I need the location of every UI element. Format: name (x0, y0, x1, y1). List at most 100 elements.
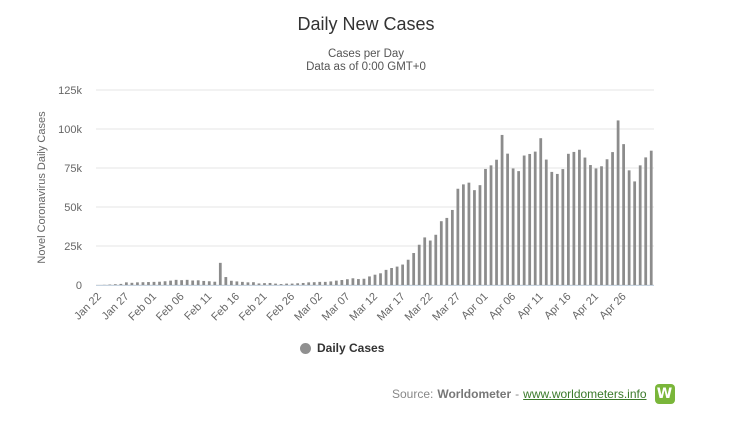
bar-daily-cases (583, 157, 587, 285)
legend-item-daily-cases[interactable]: Daily Cases (300, 341, 384, 355)
bar-daily-cases (511, 168, 515, 285)
chart-subtitle-data-as-of: Data as of 0:00 GMT+0 (306, 61, 426, 73)
bar-daily-cases (323, 281, 327, 285)
bar-daily-cases (224, 277, 228, 285)
bar-daily-cases (649, 150, 653, 285)
bar-daily-cases (522, 155, 526, 285)
bar-daily-cases (163, 281, 167, 285)
bar-daily-cases (428, 240, 432, 285)
x-tick-label: Feb 01 (126, 291, 159, 324)
bar-daily-cases (434, 234, 438, 285)
x-tick-label: Mar 07 (320, 291, 353, 324)
source-prefix: Source: (392, 387, 434, 401)
bar-daily-cases (594, 168, 598, 285)
bar-daily-cases (207, 281, 211, 285)
bar-daily-cases (622, 144, 625, 285)
bar-daily-cases (296, 283, 300, 285)
bar-daily-cases (362, 278, 366, 285)
bar-daily-cases (340, 280, 344, 285)
x-tick-label: Jan 22 (72, 291, 104, 323)
bar-daily-cases (279, 284, 283, 285)
bar-daily-cases (241, 281, 244, 285)
bar-daily-cases (484, 168, 487, 285)
bar-daily-cases (373, 274, 377, 285)
bar-daily-cases (290, 283, 294, 285)
x-tick-label: Apr 21 (570, 291, 601, 322)
y-tick-label: 125k (58, 85, 82, 97)
bar-daily-cases (130, 282, 134, 285)
bar-daily-cases (235, 281, 239, 285)
source-brand: Worldometer (437, 387, 512, 401)
bar-daily-cases (312, 282, 316, 285)
bar-daily-cases (539, 138, 543, 285)
bar-daily-cases (384, 269, 388, 285)
bar-daily-cases (561, 169, 565, 285)
x-tick-label: Feb 06 (154, 291, 187, 324)
bar-daily-cases (180, 280, 184, 285)
y-tick-label: 50k (64, 202, 82, 214)
bar-daily-cases (406, 259, 410, 285)
bar-daily-cases (517, 171, 521, 285)
bar-daily-cases (605, 159, 609, 285)
bar-daily-cases (252, 282, 255, 285)
x-tick-label: Feb 21 (237, 291, 270, 324)
bar-daily-cases (616, 120, 620, 285)
x-tick-label: Feb 16 (209, 291, 242, 324)
source-dash: - (515, 387, 520, 401)
bar-daily-cases (489, 165, 493, 285)
legend-marker-icon (300, 342, 311, 354)
source-credit: Source: Worldometer - www.worldometers.i… (392, 384, 675, 404)
x-tick-label: Apr 11 (515, 291, 546, 322)
x-tick-label: Mar 22 (403, 291, 436, 324)
bar-daily-cases (191, 280, 195, 285)
bar-daily-cases (318, 281, 322, 285)
source-link[interactable]: www.worldometers.info (523, 387, 647, 401)
bar-daily-cases (196, 280, 200, 285)
x-tick-label: Apr 01 (459, 291, 490, 322)
bar-daily-cases (202, 280, 206, 285)
bar-daily-cases (346, 279, 349, 285)
x-tick-label: Mar 17 (375, 291, 408, 324)
bar-daily-cases (307, 282, 311, 285)
bar-daily-cases (412, 253, 416, 285)
bar-daily-cases (158, 281, 161, 285)
bar-daily-cases (638, 165, 642, 285)
bar-daily-cases (357, 279, 360, 285)
bar-daily-cases (329, 281, 333, 285)
x-tick-label: Jan 27 (100, 291, 132, 323)
y-tick-label: 100k (58, 124, 82, 136)
worldometer-logo-icon[interactable]: W (654, 384, 675, 404)
chart-subtitle-cases-per-day: Cases per Day (327, 48, 405, 60)
bar-daily-cases (572, 151, 576, 285)
bar-daily-cases (450, 209, 454, 285)
x-tick-label: Feb 26 (265, 291, 298, 324)
bar-daily-cases (125, 282, 128, 285)
bar-daily-cases (644, 157, 648, 285)
bar-daily-cases (506, 153, 509, 285)
bar-daily-cases (533, 151, 537, 285)
bar-daily-cases (544, 159, 548, 285)
bar-daily-cases (550, 171, 554, 285)
bar-daily-cases (462, 184, 465, 285)
bar-daily-cases (473, 190, 476, 285)
bar-daily-cases (495, 159, 498, 285)
bar-daily-cases (555, 173, 559, 285)
bar-daily-cases (169, 280, 172, 285)
bar-daily-cases (113, 284, 117, 285)
bar-daily-cases (528, 153, 532, 285)
bar-daily-cases (379, 273, 382, 285)
bar-daily-cases (174, 279, 178, 285)
bar-daily-cases (285, 283, 288, 285)
bar-daily-cases (119, 283, 123, 285)
x-tick-label: Mar 12 (347, 291, 380, 324)
x-tick-label: Apr 26 (597, 291, 628, 322)
legend-label: Daily Cases (317, 341, 385, 355)
bar-daily-cases (141, 282, 145, 285)
bar-daily-cases (423, 237, 427, 285)
bar-daily-cases (417, 244, 421, 285)
bar-daily-cases (257, 283, 261, 285)
bar-daily-cases (334, 280, 338, 285)
chart-title: Daily New Cases (297, 14, 435, 34)
bar-daily-cases (213, 281, 217, 285)
